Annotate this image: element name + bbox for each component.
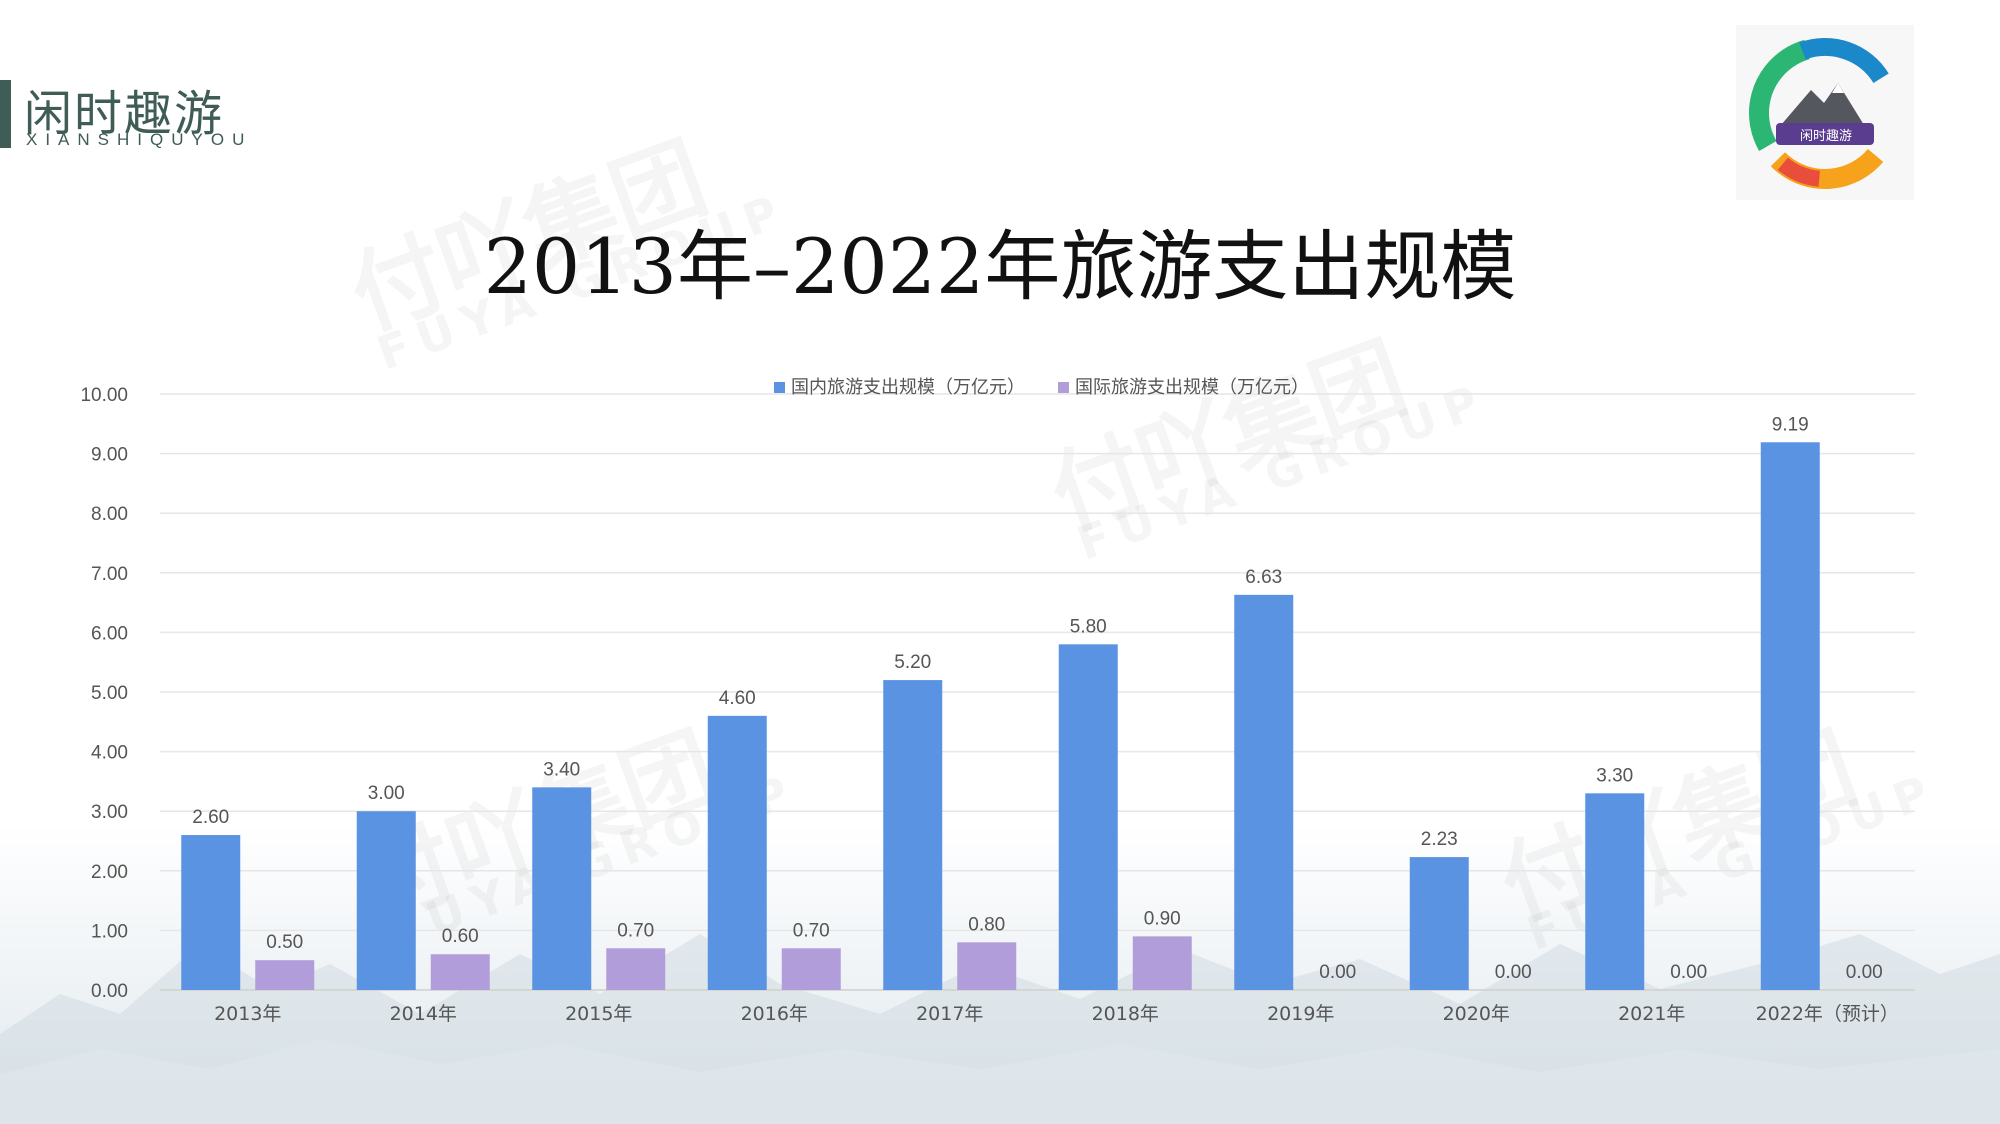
- legend-swatch: [774, 382, 785, 393]
- y-tick-label: 6.00: [91, 623, 128, 644]
- data-label: 0.70: [793, 920, 830, 941]
- data-label: 0.70: [617, 920, 654, 941]
- bar-international: [957, 942, 1017, 990]
- y-tick-label: 1.00: [91, 921, 128, 942]
- data-label: 0.00: [1670, 962, 1707, 983]
- x-tick-label: 2016年: [741, 1003, 808, 1025]
- x-tick-label: 2015年: [565, 1003, 632, 1025]
- y-tick-label: 4.00: [91, 743, 128, 764]
- data-label: 2.23: [1421, 829, 1458, 850]
- y-tick-label: 3.00: [91, 802, 128, 823]
- data-label: 0.90: [1144, 908, 1181, 929]
- bar-international: [1132, 936, 1192, 990]
- y-tick-label: 8.00: [91, 504, 128, 525]
- data-label: 0.60: [442, 926, 479, 947]
- data-label: 0.00: [1495, 962, 1532, 983]
- bars: [181, 442, 1820, 990]
- gridlines: [160, 393, 1915, 991]
- bar-domestic: [1058, 644, 1118, 990]
- data-label: 0.00: [1319, 962, 1356, 983]
- data-label: 2.60: [192, 807, 229, 828]
- y-axis-ticks: 0.00 1.00 2.00 3.00 4.00 5.00 6.00 7.00 8.00 9.00…: [80, 385, 128, 1002]
- data-label: 5.80: [1070, 616, 1107, 637]
- data-label: 9.19: [1772, 414, 1809, 435]
- bar-international: [255, 960, 315, 990]
- data-label: 3.00: [368, 783, 405, 804]
- data-labels: 2.60 0.50 3.00 0.60 3.40 0.70 4.60 0.70 5.20 0.80…: [192, 414, 1882, 983]
- legend-swatch: [1058, 382, 1069, 393]
- brand-accent-bar: [0, 80, 11, 148]
- x-tick-label: 2018年: [1092, 1003, 1159, 1025]
- data-label: 5.20: [894, 652, 931, 673]
- bar-domestic: [1234, 594, 1294, 990]
- y-tick-label: 5.00: [91, 683, 128, 704]
- bar-domestic: [1585, 793, 1645, 990]
- data-label: 0.80: [968, 914, 1005, 935]
- y-tick-label: 9.00: [91, 445, 128, 466]
- x-tick-label: 2022年（预计）: [1756, 1003, 1899, 1025]
- chart-legend: 国内旅游支出规模（万亿元） 国际旅游支出规模（万亿元）: [774, 377, 1309, 398]
- mountain-mist-background: [0, 824, 2000, 1124]
- data-label: 0.50: [266, 932, 303, 953]
- bar-domestic: [1409, 857, 1469, 990]
- logo-emblem-icon: [1749, 37, 1901, 189]
- y-tick-label: 0.00: [91, 981, 128, 1002]
- legend-label: 国际旅游支出规模（万亿元）: [1075, 377, 1309, 398]
- bar-international: [781, 948, 841, 990]
- bar-domestic: [181, 835, 241, 990]
- bar-domestic: [1760, 442, 1820, 990]
- data-label: 3.40: [543, 759, 580, 780]
- x-axis-ticks: 2013年 2014年 2015年 2016年 2017年 2018年 2019年 2020年…: [214, 1003, 1899, 1025]
- x-tick-label: 2013年: [214, 1003, 281, 1025]
- mountain-silhouette: [0, 934, 2000, 1124]
- brand-subtitle: XIANSHIQUYOU: [26, 130, 253, 149]
- logo-text: 闲时趣游: [1800, 129, 1853, 144]
- bar-international: [430, 954, 490, 990]
- legend-label: 国内旅游支出规模（万亿元）: [791, 377, 1025, 398]
- data-label: 4.60: [719, 688, 756, 709]
- chart-title: 2013年–2022年旅游支出规模: [483, 222, 1517, 311]
- y-tick-label: 2.00: [91, 862, 128, 883]
- brand-logo: 闲时趣游: [1736, 25, 1914, 200]
- x-tick-label: 2019年: [1267, 1003, 1334, 1025]
- brand-name: 闲时趣游: [24, 86, 225, 142]
- bar-international: [606, 948, 666, 990]
- x-tick-label: 2021年: [1618, 1003, 1685, 1025]
- data-label: 6.63: [1245, 567, 1282, 588]
- data-label: 0.00: [1846, 962, 1883, 983]
- x-tick-label: 2014年: [390, 1003, 457, 1025]
- bar-domestic: [356, 811, 416, 990]
- data-label: 3.30: [1596, 765, 1633, 786]
- bar-domestic: [532, 787, 592, 990]
- x-tick-label: 2020年: [1443, 1003, 1510, 1025]
- y-tick-label: 7.00: [91, 564, 128, 585]
- y-tick-label: 10.00: [80, 385, 128, 406]
- bar-domestic: [707, 715, 767, 990]
- x-tick-label: 2017年: [916, 1003, 983, 1025]
- bar-domestic: [883, 680, 943, 990]
